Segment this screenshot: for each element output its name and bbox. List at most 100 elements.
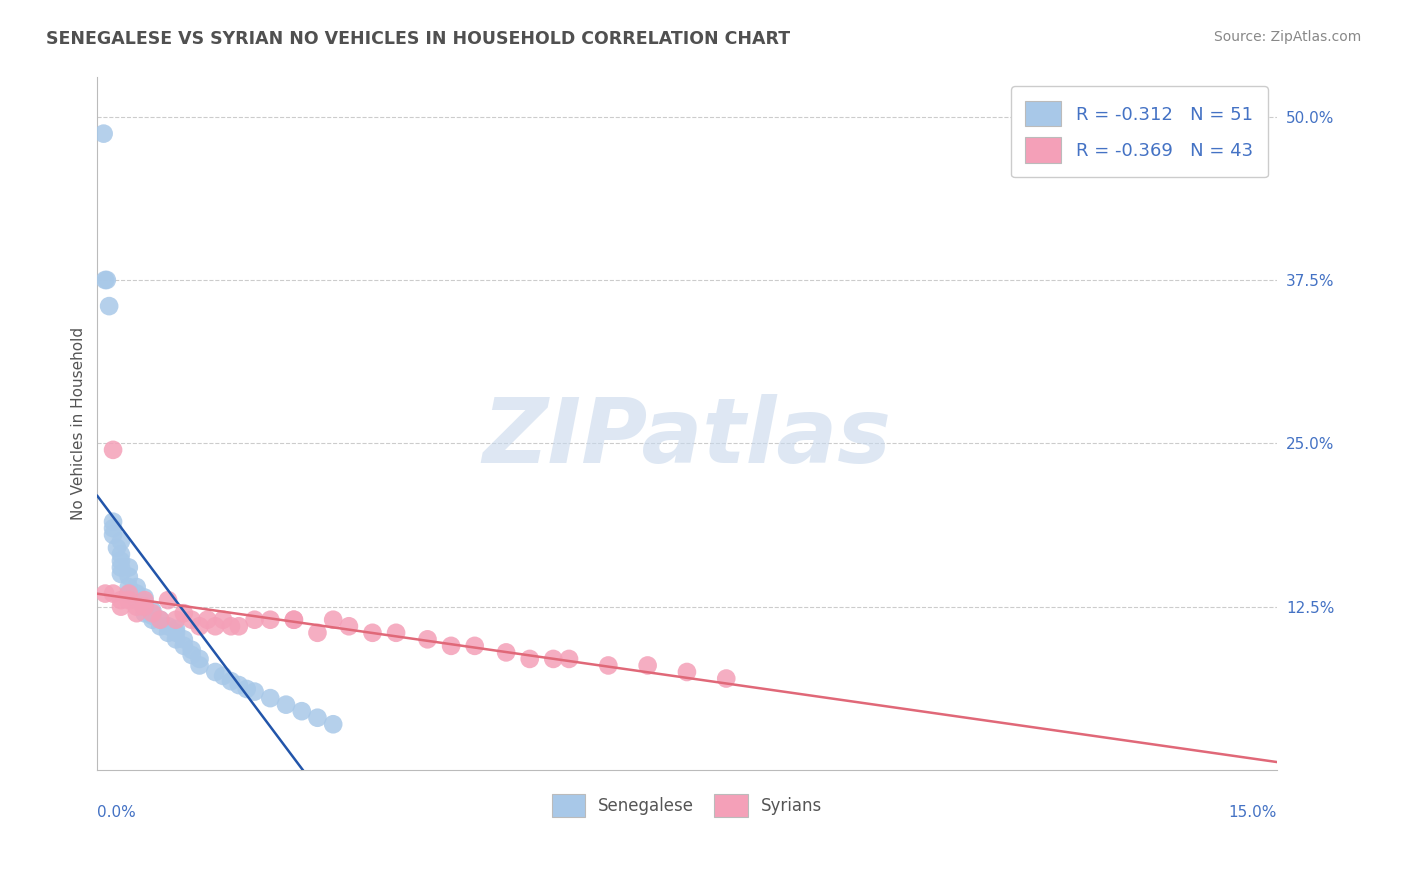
Point (165, 622, 187, 636)
Point (219, 619, 242, 633)
Point (228, 619, 250, 633)
Point (101, 521, 124, 535)
Point (141, 604, 163, 618)
Point (93, 127, 115, 141)
Point (274, 698, 297, 712)
Point (110, 560, 132, 574)
Point (125, 593, 148, 607)
Text: SENEGALESE VS SYRIAN NO VEHICLES IN HOUSEHOLD CORRELATION CHART: SENEGALESE VS SYRIAN NO VEHICLES IN HOUS… (46, 30, 790, 48)
Point (188, 652, 211, 666)
Point (416, 632, 439, 647)
Y-axis label: No Vehicles in Household: No Vehicles in Household (72, 327, 86, 520)
Point (243, 613, 266, 627)
Point (134, 599, 156, 614)
Point (118, 586, 141, 600)
Point (219, 674, 242, 689)
Point (118, 569, 141, 583)
Point (676, 665, 699, 679)
Point (204, 665, 226, 679)
Point (110, 548, 132, 562)
Point (337, 619, 360, 633)
Point (157, 625, 180, 640)
Point (118, 586, 141, 600)
Point (212, 669, 235, 683)
Point (180, 613, 202, 627)
Point (204, 619, 226, 633)
Point (495, 645, 517, 659)
Point (464, 639, 486, 653)
Point (105, 541, 128, 555)
Point (361, 625, 384, 640)
Point (322, 613, 344, 627)
Point (543, 652, 565, 666)
Point (440, 639, 463, 653)
Point (134, 591, 156, 605)
Point (118, 593, 141, 607)
Point (188, 619, 211, 633)
Point (598, 658, 620, 673)
Point (110, 534, 132, 549)
Point (173, 606, 195, 620)
Point (228, 678, 250, 692)
Point (134, 593, 156, 607)
Point (157, 593, 180, 607)
Point (165, 625, 187, 640)
Point (134, 599, 156, 614)
Point (149, 613, 172, 627)
Point (212, 613, 235, 627)
Point (558, 652, 581, 666)
Point (180, 648, 202, 662)
Legend: Senegalese, Syrians: Senegalese, Syrians (546, 787, 830, 824)
Point (141, 608, 163, 623)
Point (134, 606, 156, 620)
Point (125, 586, 148, 600)
Point (243, 684, 266, 698)
Point (173, 639, 195, 653)
Point (307, 711, 329, 725)
Text: 0.0%: 0.0% (97, 805, 136, 820)
Point (141, 606, 163, 620)
Point (125, 580, 148, 594)
Point (101, 442, 124, 457)
Point (165, 632, 187, 647)
Point (235, 681, 257, 696)
Point (519, 652, 541, 666)
Point (291, 704, 314, 718)
Point (149, 619, 172, 633)
Point (101, 528, 124, 542)
Point (188, 658, 211, 673)
Point (94, 273, 117, 287)
Point (307, 625, 329, 640)
Point (637, 658, 659, 673)
Text: ZIPatlas: ZIPatlas (482, 393, 891, 482)
Point (716, 672, 738, 686)
Point (141, 613, 163, 627)
Point (259, 691, 281, 706)
Point (134, 596, 156, 610)
Point (96, 273, 118, 287)
Point (283, 613, 305, 627)
Point (165, 613, 187, 627)
Text: Source: ZipAtlas.com: Source: ZipAtlas.com (1213, 30, 1361, 45)
Point (197, 613, 219, 627)
Point (149, 613, 172, 627)
Point (94, 586, 117, 600)
Point (385, 625, 408, 640)
Point (110, 566, 132, 581)
Point (98, 299, 121, 313)
Point (110, 554, 132, 568)
Point (118, 560, 141, 574)
Point (101, 586, 124, 600)
Point (322, 717, 344, 731)
Point (125, 599, 148, 614)
Point (110, 593, 132, 607)
Point (110, 599, 132, 614)
Point (259, 613, 281, 627)
Point (180, 642, 202, 657)
Text: 15.0%: 15.0% (1229, 805, 1277, 820)
Point (173, 632, 195, 647)
Point (118, 580, 141, 594)
Point (125, 606, 148, 620)
Point (101, 515, 124, 529)
Point (283, 613, 305, 627)
